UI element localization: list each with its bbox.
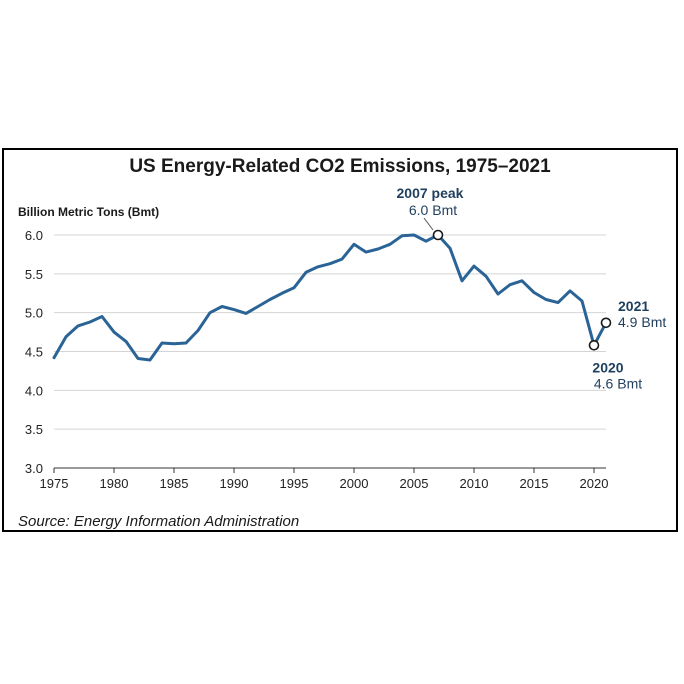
source-note: Source: Energy Information Administratio… [18,513,299,530]
series [52,233,608,362]
x-tick-label: 1985 [160,476,189,491]
grid-lines [54,234,606,430]
chart-title: US Energy-Related CO2 Emissions, 1975–20… [129,156,551,177]
axes [53,467,606,473]
y-tick-label: 5.5 [25,267,43,282]
y-tick-labels: 3.0 3.5 4.0 4.5 5.0 5.5 6.0 [25,228,43,476]
chart-frame: US Energy-Related CO2 Emissions, 1975–20… [2,148,678,532]
y-tick-label: 4.5 [25,345,43,360]
peak-label: 2007 peak [397,185,464,201]
x-tick-label: 1980 [100,476,129,491]
peak-value-label: 6.0 Bmt [409,202,457,218]
peak-marker [432,229,444,241]
x-tick-label: 2015 [520,476,549,491]
y-tick-label: 5.0 [25,306,43,321]
marker-2021 [600,317,612,329]
x-tick-label: 2010 [460,476,489,491]
label-2021: 2021 [618,298,649,314]
y-tick-label: 3.5 [25,422,43,437]
y-tick-label: 4.0 [25,383,43,398]
x-tick-label: 1975 [40,476,69,491]
peak-leader-line [423,217,434,231]
value-label-2021: 4.9 Bmt [618,314,666,330]
x-tick-label: 1995 [280,476,309,491]
y-tick-label: 6.0 [25,228,43,243]
x-tick-label: 1990 [220,476,249,491]
y-tick-label: 3.0 [25,461,43,476]
x-tick-label: 2000 [340,476,369,491]
marker-2020 [588,339,600,351]
y-axis-label: Billion Metric Tons (Bmt) [18,205,159,219]
x-tick-label: 2005 [400,476,429,491]
value-label-2020: 4.6 Bmt [594,375,642,391]
emissions-line [52,233,608,362]
label-2020: 2020 [592,359,623,375]
x-tick-labels: 1975 1980 1985 1990 1995 2000 2005 2010 2015 2020 [40,476,609,491]
line-chart: US Energy-Related CO2 Emissions, 1975–20… [18,156,667,530]
x-tick-label: 2020 [580,476,609,491]
